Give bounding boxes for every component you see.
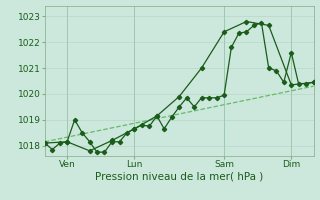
X-axis label: Pression niveau de la mer( hPa ): Pression niveau de la mer( hPa ) bbox=[95, 172, 263, 182]
